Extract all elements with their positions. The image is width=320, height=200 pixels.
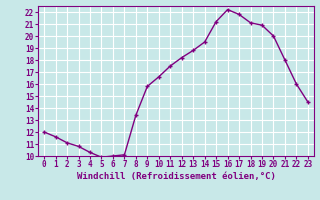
X-axis label: Windchill (Refroidissement éolien,°C): Windchill (Refroidissement éolien,°C) — [76, 172, 276, 181]
